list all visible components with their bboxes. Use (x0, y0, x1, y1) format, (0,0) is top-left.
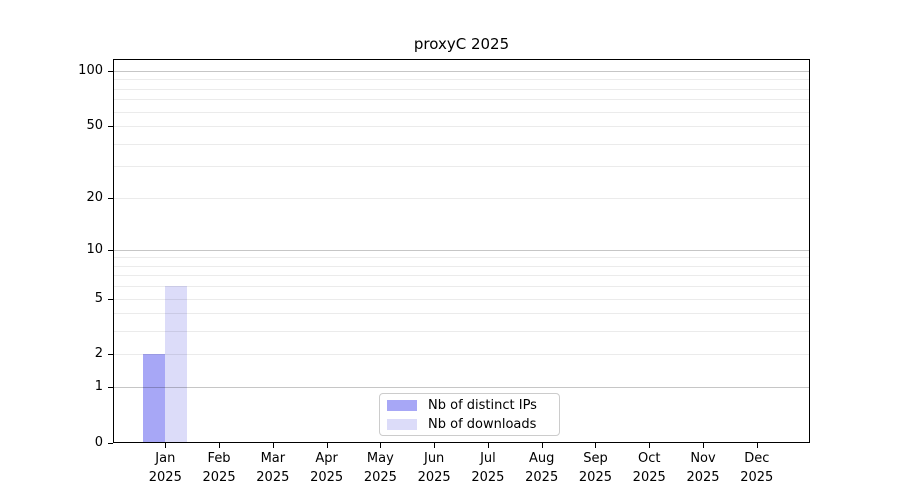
bar-nb-of-downloads-1 (165, 286, 188, 442)
x-tick-label-6: Jun 2025 (417, 451, 451, 485)
chart-title: proxyC 2025 (413, 35, 510, 53)
x-tick-mark-12 (756, 443, 758, 448)
gridline-minor-y50 (114, 126, 809, 128)
gridline-minor-y80 (114, 88, 809, 90)
plot-border-top (113, 59, 810, 60)
plot-border-right (809, 59, 810, 443)
gridline-minor-y20 (114, 197, 809, 199)
x-tick-label-9: Sep 2025 (578, 451, 612, 485)
y-tick-label-5: 5 (94, 290, 103, 306)
y-tick-label-1: 1 (94, 379, 103, 395)
y-tick-label-20: 20 (86, 189, 103, 205)
x-tick-mark-6 (434, 443, 436, 448)
x-tick-label-5: May 2025 (363, 451, 397, 485)
y-tick-mark-2 (108, 354, 113, 356)
gridline-major-y1 (114, 387, 809, 389)
y-tick-label-100: 100 (78, 63, 103, 78)
y-tick-label-2: 2 (94, 346, 103, 362)
legend-swatch-distinct-ips (387, 399, 417, 411)
gridline-minor-y8 (114, 265, 809, 267)
y-tick-mark-5 (108, 298, 113, 300)
y-tick-mark-50 (108, 126, 113, 128)
y-tick-mark-10 (108, 249, 113, 251)
x-axis-line (113, 442, 810, 443)
bar-nb-of-distinct-ips-1 (143, 354, 166, 442)
gridline-minor-y2 (114, 354, 809, 356)
x-tick-mark-10 (649, 443, 651, 448)
x-tick-label-2: Feb 2025 (202, 451, 236, 485)
x-tick-mark-5 (380, 443, 382, 448)
gridline-minor-y4 (114, 313, 809, 315)
gridline-minor-y7 (114, 275, 809, 277)
x-tick-label-4: Apr 2025 (310, 451, 344, 485)
y-tick-label-10: 10 (86, 241, 103, 257)
x-tick-label-12: Dec 2025 (740, 451, 774, 485)
x-tick-label-1: Jan 2025 (148, 451, 182, 485)
x-tick-mark-1 (165, 443, 167, 448)
x-tick-mark-11 (703, 443, 704, 448)
y-axis-line (113, 59, 114, 443)
y-tick-label-50: 50 (86, 118, 103, 134)
gridline-minor-y6 (114, 286, 809, 288)
legend-item-downloads: Nb of downloads (387, 417, 559, 432)
y-tick-label-0: 0 (94, 435, 103, 450)
legend-swatch-downloads (387, 418, 417, 430)
x-tick-label-10: Oct 2025 (632, 451, 666, 485)
gridline-minor-y30 (114, 166, 809, 168)
legend-label-distinct-ips: Nb of distinct IPs (428, 397, 537, 413)
gridline-minor-y60 (114, 111, 809, 113)
legend-label-downloads: Nb of downloads (428, 416, 537, 432)
y-tick-mark-0 (108, 443, 113, 444)
gridline-minor-y70 (114, 99, 809, 101)
x-tick-label-11: Nov 2025 (686, 451, 720, 485)
y-tick-mark-20 (108, 197, 113, 199)
gridline-major-y100 (114, 71, 809, 72)
x-tick-mark-2 (219, 443, 221, 448)
gridline-minor-y3 (114, 331, 809, 333)
gridline-minor-y40 (114, 143, 809, 145)
x-tick-mark-8 (541, 443, 543, 448)
legend-item-distinct-ips: Nb of distinct IPs (387, 398, 559, 413)
x-tick-mark-9 (595, 443, 597, 448)
gridline-major-y10 (114, 249, 809, 251)
plot-area: 0 1 2 5 10 20 50 100 Jan 2025 Feb 2025 Mar 2025 Apr… (78, 59, 810, 485)
x-tick-mark-4 (326, 443, 328, 448)
chart-legend: Nb of distinct IPs Nb of downloads (379, 393, 560, 436)
y-tick-mark-100 (108, 71, 113, 72)
x-tick-label-7: Jul 2025 (471, 451, 505, 485)
x-tick-label-3: Mar 2025 (256, 451, 290, 485)
y-tick-mark-1 (108, 387, 113, 389)
x-tick-mark-7 (487, 443, 489, 448)
gridline-minor-y9 (114, 257, 809, 259)
x-tick-mark-3 (272, 443, 274, 448)
x-tick-label-8: Aug 2025 (525, 451, 559, 485)
gridline-minor-y90 (114, 79, 809, 81)
gridline-minor-y5 (114, 298, 809, 300)
